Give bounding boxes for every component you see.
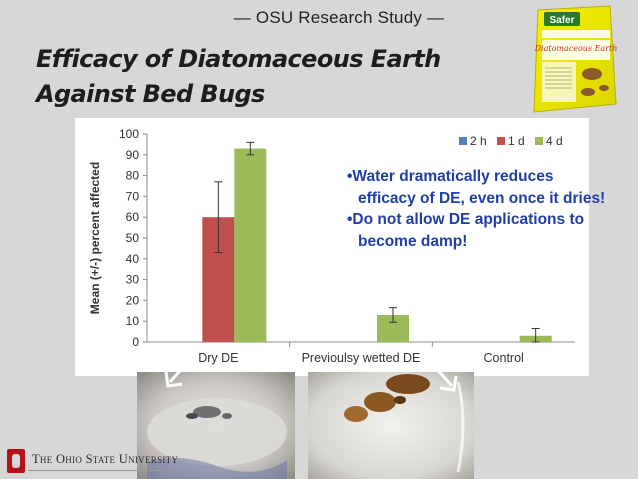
chart-axes: 0 10 20 30 40 50 60 70 80 90 100 Mean (+/-) percent… bbox=[88, 127, 575, 365]
y-tick-label: 60 bbox=[126, 210, 140, 224]
y-axis-title: Mean (+/-) percent affected bbox=[88, 162, 102, 314]
legend-swatch bbox=[459, 137, 467, 145]
osu-logo-icon bbox=[7, 449, 25, 473]
legend-swatch bbox=[535, 137, 543, 145]
y-tick-label: 50 bbox=[126, 231, 140, 245]
chart-bars bbox=[202, 141, 552, 343]
arrow-left bbox=[164, 360, 190, 388]
x-tick-label: Dry DE bbox=[198, 351, 238, 365]
callout-point-2: •Do not allow DE applications to become … bbox=[347, 211, 585, 250]
legend-label: 4 d bbox=[546, 134, 563, 148]
x-tick-label: Control bbox=[484, 351, 524, 365]
y-tick-label: 30 bbox=[126, 273, 140, 287]
product-bag-image: Safer Diatomaceous Earth bbox=[533, 5, 618, 113]
y-tick-label: 20 bbox=[126, 293, 140, 307]
y-tick-label: 0 bbox=[132, 335, 139, 349]
footer-rule bbox=[28, 470, 178, 471]
arrow-right bbox=[432, 364, 458, 392]
chart-panel: 0 10 20 30 40 50 60 70 80 90 100 Mean (+/-) percent… bbox=[75, 118, 605, 376]
legend-label: 2 h bbox=[470, 134, 487, 148]
x-tick-label: Previoulsy wetted DE bbox=[302, 351, 421, 365]
y-tick-label: 70 bbox=[126, 189, 140, 203]
photo-dry-de bbox=[137, 372, 295, 479]
chart-legend: 2 h 1 d 4 d bbox=[459, 134, 563, 148]
product-brand: Safer bbox=[549, 15, 574, 26]
legend-label: 1 d bbox=[508, 134, 525, 148]
y-tick-label: 90 bbox=[126, 148, 140, 162]
callout-point-1: •Water dramatically reduces efficacy of … bbox=[347, 168, 606, 207]
svg-text:Diatomaceous Earth: Diatomaceous Earth bbox=[534, 44, 618, 53]
study-label: — OSU Research Study — bbox=[233, 8, 445, 27]
title-line-2: Against Bed Bugs bbox=[36, 80, 265, 108]
bar-chart: 0 10 20 30 40 50 60 70 80 90 100 Mean (+/-) percent… bbox=[88, 127, 575, 365]
legend-swatch bbox=[497, 137, 505, 145]
bar-4d-0 bbox=[234, 148, 267, 342]
slide-title: Efficacy of Diatomaceous Earth Against B… bbox=[36, 42, 496, 112]
y-tick-label: 10 bbox=[126, 314, 140, 328]
y-tick-label: 100 bbox=[119, 127, 139, 141]
y-tick-label: 80 bbox=[126, 169, 140, 183]
title-line-1: Efficacy of Diatomaceous Earth bbox=[36, 45, 441, 73]
callout-text: •Water dramatically reduces efficacy of … bbox=[347, 166, 607, 252]
university-name: The Ohio State University bbox=[32, 452, 179, 466]
y-tick-label: 40 bbox=[126, 252, 140, 266]
